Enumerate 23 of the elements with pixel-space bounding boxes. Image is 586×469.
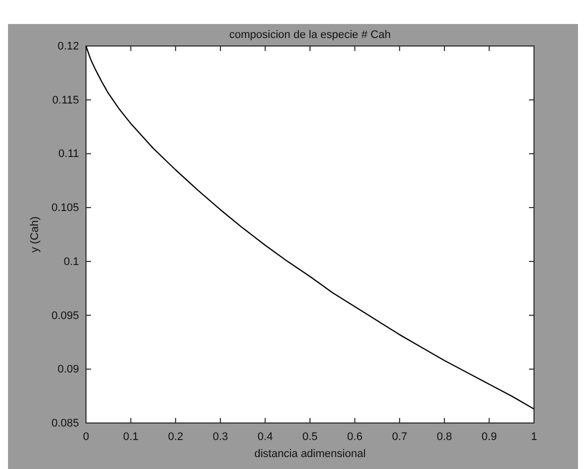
chart-title: composicion de la especie # Cah [229,29,391,41]
x-tick-label: 0.2 [168,430,184,443]
x-tick-label: 0.3 [212,430,228,443]
x-tick-label: 0.6 [347,430,362,443]
y-tick-label: 0.105 [51,202,79,214]
y-tick-label: 0.09 [58,364,79,376]
line-series [85,45,535,410]
y-tick-label: 0.1 [64,256,79,268]
x-tick-label: 1 [530,430,538,443]
x-tick-label: 0 [82,430,90,443]
y-tick-label: 0.095 [51,310,79,322]
x-tick-label: 0.9 [482,430,497,443]
x-tick-label: 0.8 [436,430,452,443]
y-tick-label: 0.115 [52,94,79,106]
x-tick-label: 0.5 [302,430,318,443]
y-tick-label: 0.11 [58,148,79,160]
x-tick-label: 0.7 [392,430,408,443]
y-tick-label: 0.12 [58,40,79,53]
y-tick-label: 0.085 [51,418,79,430]
x-axis-title: distancia adimensional [254,448,366,460]
x-tick-label: 0.1 [123,430,138,443]
x-tick-label: 0.4 [258,430,273,443]
y-axis-title: y (Cah) [29,216,41,253]
